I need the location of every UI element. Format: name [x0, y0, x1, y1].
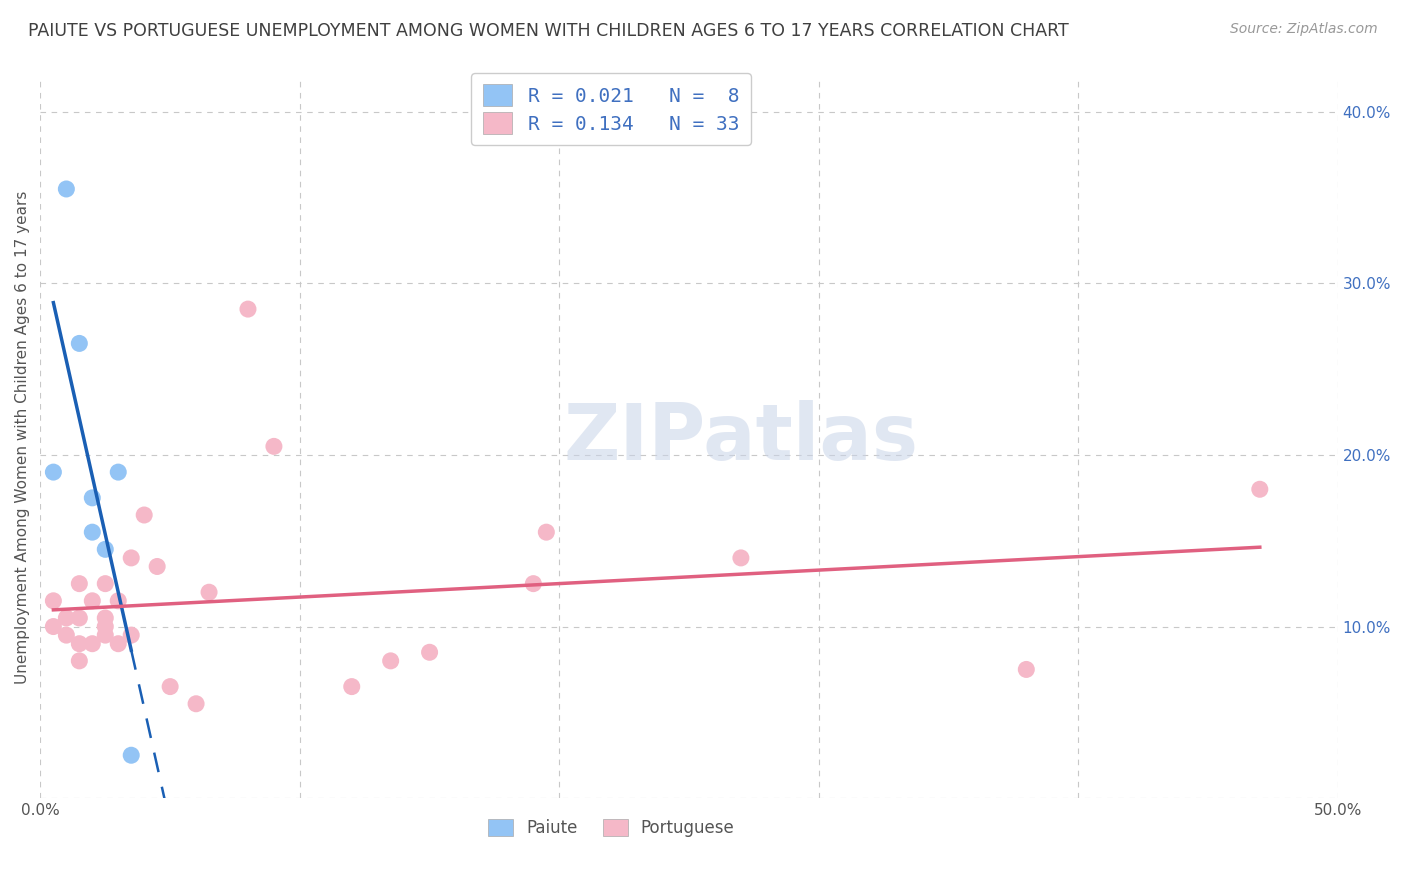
Point — [134, 508, 156, 522]
Point — [67, 654, 90, 668]
Point — [94, 542, 117, 557]
Point — [67, 576, 90, 591]
Point — [42, 465, 65, 479]
Point — [55, 611, 77, 625]
Point — [107, 594, 129, 608]
Point — [236, 302, 259, 317]
Text: PAIUTE VS PORTUGUESE UNEMPLOYMENT AMONG WOMEN WITH CHILDREN AGES 6 TO 17 YEARS C: PAIUTE VS PORTUGUESE UNEMPLOYMENT AMONG … — [28, 22, 1069, 40]
Point — [55, 182, 77, 196]
Point — [340, 680, 363, 694]
Point — [263, 439, 285, 453]
Legend: Paiute, Portuguese: Paiute, Portuguese — [481, 813, 741, 844]
Text: ZIPatlas: ZIPatlas — [564, 400, 918, 475]
Point — [120, 550, 142, 565]
Point — [198, 585, 221, 599]
Point — [42, 594, 65, 608]
Point — [82, 594, 104, 608]
Point — [82, 491, 104, 505]
Point — [120, 628, 142, 642]
Point — [419, 645, 441, 659]
Point — [82, 525, 104, 540]
Point — [120, 748, 142, 763]
Point — [94, 628, 117, 642]
Y-axis label: Unemployment Among Women with Children Ages 6 to 17 years: Unemployment Among Women with Children A… — [15, 191, 30, 684]
Point — [67, 611, 90, 625]
Point — [67, 637, 90, 651]
Point — [730, 550, 752, 565]
Point — [55, 628, 77, 642]
Text: Source: ZipAtlas.com: Source: ZipAtlas.com — [1230, 22, 1378, 37]
Point — [522, 576, 544, 591]
Point — [184, 697, 207, 711]
Point — [67, 336, 90, 351]
Point — [536, 525, 558, 540]
Point — [380, 654, 402, 668]
Point — [146, 559, 169, 574]
Point — [42, 619, 65, 633]
Point — [107, 637, 129, 651]
Point — [94, 611, 117, 625]
Point — [159, 680, 181, 694]
Point — [94, 576, 117, 591]
Point — [1249, 483, 1271, 497]
Point — [94, 619, 117, 633]
Point — [107, 465, 129, 479]
Point — [82, 637, 104, 651]
Point — [1015, 662, 1038, 676]
